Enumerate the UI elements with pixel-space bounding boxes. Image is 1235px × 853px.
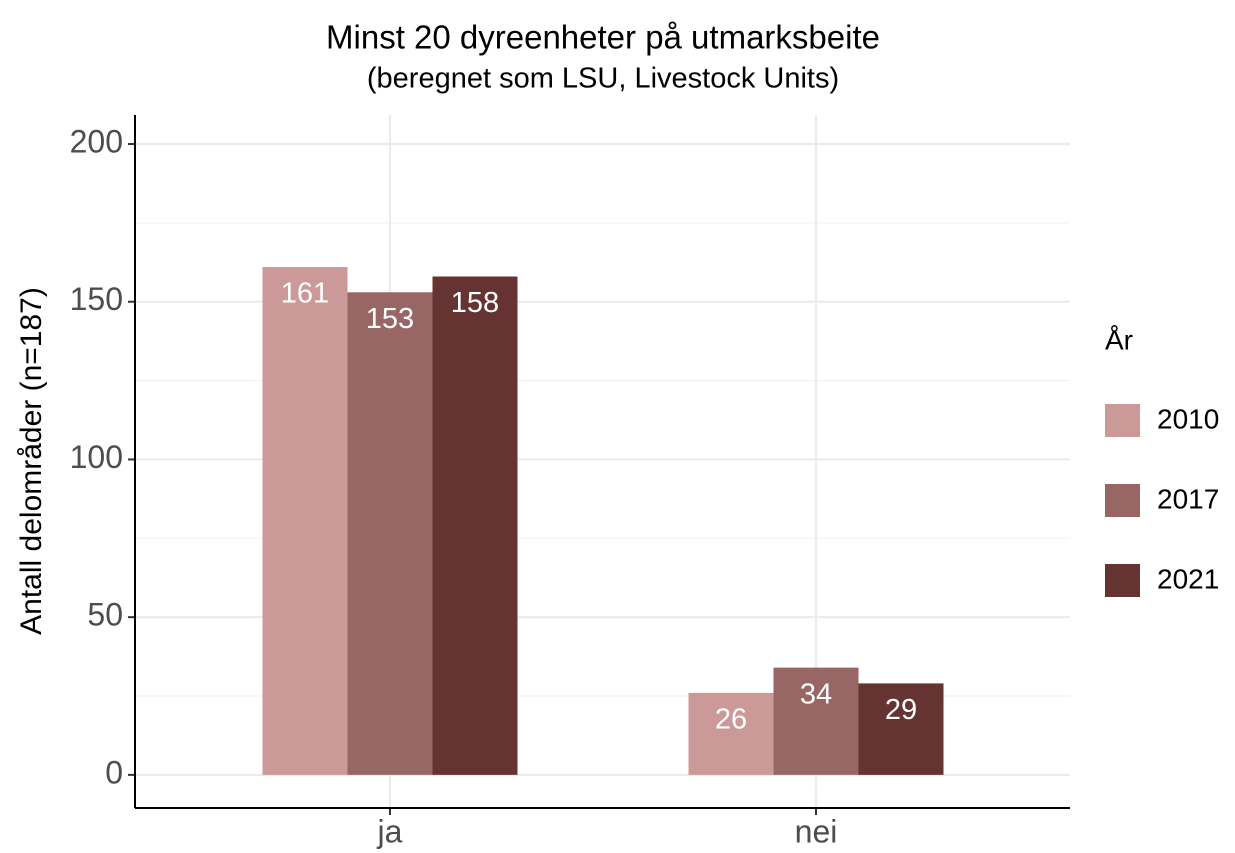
bar <box>688 692 774 775</box>
data-label: 158 <box>451 287 499 319</box>
chart-title: Minst 20 dyreenheter på utmarksbeite <box>326 19 880 56</box>
legend-key <box>1105 484 1140 517</box>
legend-label: 2021 <box>1157 563 1219 594</box>
bar <box>347 292 433 775</box>
bar <box>432 276 518 775</box>
bar <box>262 267 348 775</box>
legend-label: 2010 <box>1157 403 1219 434</box>
y-tick-label: 150 <box>70 281 123 317</box>
data-label: 161 <box>281 278 329 310</box>
data-label: 34 <box>800 678 832 710</box>
chart-subtitle: (beregnet som LSU, Livestock Units) <box>367 63 839 95</box>
y-tick-label: 50 <box>87 597 123 633</box>
y-axis-label: Antall delområder (n=187) <box>15 287 48 635</box>
data-label: 153 <box>366 303 414 335</box>
bar <box>773 667 859 775</box>
x-tick-label: nei <box>795 813 838 849</box>
data-label: 26 <box>715 704 747 736</box>
y-tick-label: 200 <box>70 123 123 159</box>
y-tick-label: 100 <box>70 439 123 475</box>
legend-title: År <box>1105 324 1133 355</box>
legend-key <box>1105 564 1140 597</box>
legend-label: 2017 <box>1157 483 1219 514</box>
x-tick-label: ja <box>377 813 403 849</box>
y-tick-label: 0 <box>105 754 123 790</box>
bar <box>858 683 944 775</box>
legend-key <box>1105 404 1140 437</box>
data-label: 29 <box>885 694 917 726</box>
